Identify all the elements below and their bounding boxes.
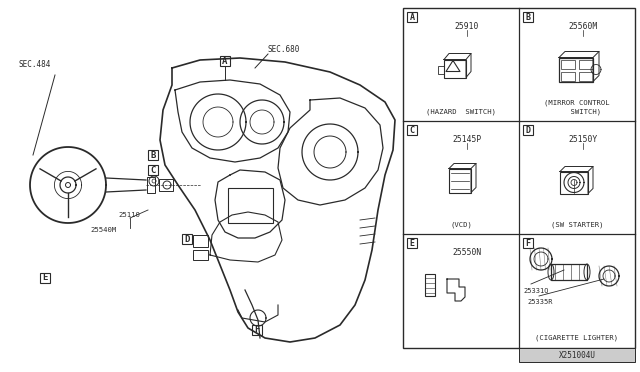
Text: D: D — [525, 125, 531, 135]
Text: B: B — [525, 13, 531, 22]
Text: SWITCH): SWITCH) — [553, 109, 601, 115]
Bar — [579, 60, 593, 68]
Text: (SW STARTER): (SW STARTER) — [551, 221, 604, 228]
Bar — [147, 177, 155, 193]
Bar — [403, 8, 635, 348]
Text: (VCD): (VCD) — [450, 221, 472, 228]
Bar — [220, 56, 230, 66]
Bar — [182, 234, 192, 244]
Bar — [579, 71, 593, 80]
Bar — [228, 188, 273, 223]
Text: (MIRROR CONTROL: (MIRROR CONTROL — [544, 99, 610, 106]
Text: 25331Q: 25331Q — [523, 287, 548, 293]
Bar — [523, 125, 533, 135]
Text: C: C — [410, 125, 415, 135]
Bar — [252, 325, 262, 335]
Bar — [148, 150, 158, 160]
Text: 25550N: 25550N — [452, 247, 482, 257]
Text: 25110: 25110 — [118, 212, 140, 218]
Bar — [560, 171, 588, 193]
Text: A: A — [410, 13, 415, 22]
Bar — [193, 235, 208, 247]
Text: E: E — [410, 238, 415, 247]
Text: (HAZARD  SWITCH): (HAZARD SWITCH) — [426, 109, 496, 115]
Bar — [40, 273, 50, 283]
Bar — [561, 60, 575, 68]
Text: F: F — [254, 326, 260, 334]
Bar — [148, 165, 158, 175]
Bar — [407, 238, 417, 248]
Text: 25335R: 25335R — [527, 299, 552, 305]
Bar — [407, 125, 417, 135]
Bar — [523, 238, 533, 248]
Bar — [193, 250, 208, 260]
Bar — [559, 58, 593, 81]
Text: 25150Y: 25150Y — [568, 135, 598, 144]
Text: SEC.484: SEC.484 — [18, 60, 51, 69]
Bar — [425, 274, 435, 296]
Text: 25910: 25910 — [455, 22, 479, 31]
Bar — [159, 179, 173, 191]
Text: 25560M: 25560M — [568, 22, 598, 31]
Text: A: A — [222, 57, 228, 65]
Bar — [519, 348, 635, 362]
Text: X251004U: X251004U — [559, 350, 595, 359]
Text: (CIGARETTE LIGHTER): (CIGARETTE LIGHTER) — [536, 334, 619, 341]
Text: E: E — [42, 273, 48, 282]
Bar — [551, 264, 587, 280]
Text: 25145P: 25145P — [452, 135, 482, 144]
Bar — [561, 71, 575, 80]
Bar — [449, 169, 471, 192]
Text: C: C — [150, 166, 156, 174]
Text: D: D — [184, 234, 189, 244]
Text: B: B — [150, 151, 156, 160]
Bar — [523, 12, 533, 22]
Bar — [444, 60, 466, 77]
Text: F: F — [525, 238, 531, 247]
Text: SEC.680: SEC.680 — [268, 45, 300, 54]
Text: 25540M: 25540M — [90, 227, 116, 233]
Bar — [438, 65, 444, 74]
Bar — [407, 12, 417, 22]
